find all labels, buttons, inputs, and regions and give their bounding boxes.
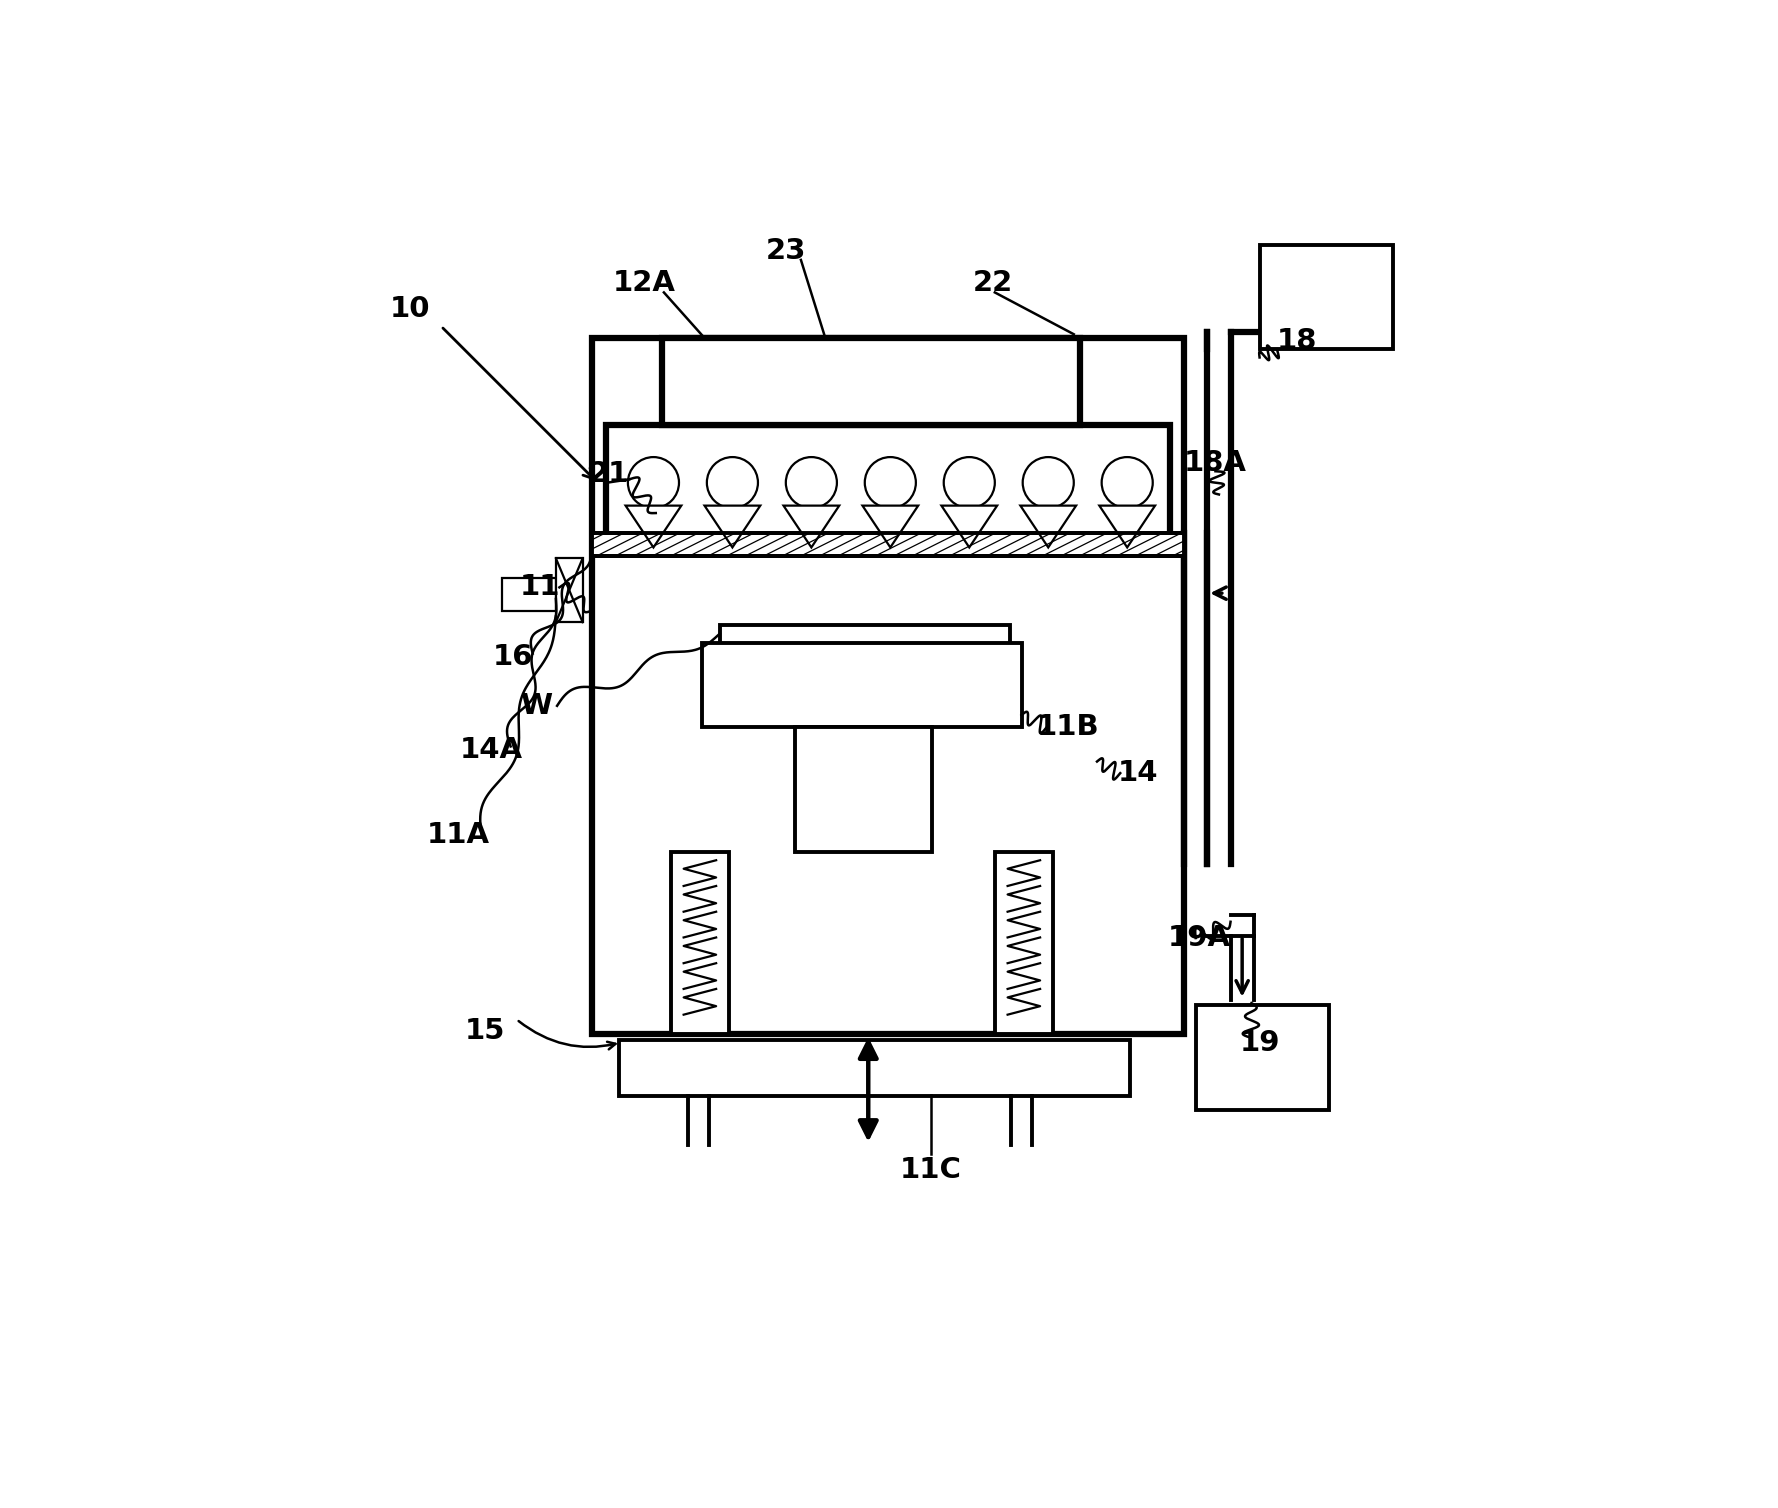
Circle shape — [1022, 457, 1074, 508]
Text: 18: 18 — [1277, 327, 1317, 356]
Circle shape — [944, 457, 996, 508]
Text: W: W — [521, 692, 553, 719]
Bar — [795, 727, 932, 852]
Polygon shape — [626, 505, 681, 547]
Circle shape — [864, 457, 916, 508]
Bar — [661, 338, 1079, 425]
Polygon shape — [784, 505, 839, 547]
Polygon shape — [704, 505, 761, 547]
Text: 11A: 11A — [427, 820, 491, 849]
Text: 19: 19 — [1239, 1028, 1280, 1057]
Text: 10: 10 — [389, 294, 430, 323]
Bar — [557, 558, 583, 623]
Bar — [1197, 1006, 1330, 1110]
Polygon shape — [1099, 505, 1156, 547]
Bar — [592, 338, 1184, 1034]
Text: 23: 23 — [766, 237, 805, 264]
Bar — [670, 852, 729, 1034]
Bar — [702, 642, 1022, 727]
Circle shape — [1102, 457, 1152, 508]
Text: 21: 21 — [589, 460, 629, 487]
Text: 12A: 12A — [613, 268, 676, 297]
Bar — [503, 578, 557, 611]
Text: 11B: 11B — [1037, 713, 1099, 740]
Text: 11: 11 — [519, 573, 560, 602]
Bar — [619, 1041, 1129, 1096]
Text: 14A: 14A — [459, 736, 523, 765]
Text: 22: 22 — [973, 268, 1013, 297]
Bar — [1259, 244, 1394, 350]
Bar — [996, 852, 1053, 1034]
Bar — [606, 425, 1170, 552]
Circle shape — [708, 457, 757, 508]
Polygon shape — [941, 505, 997, 547]
Bar — [720, 624, 1010, 645]
Text: 16: 16 — [493, 642, 533, 671]
Polygon shape — [1021, 505, 1076, 547]
Text: 15: 15 — [464, 1016, 505, 1045]
Text: 11C: 11C — [900, 1157, 962, 1184]
Bar — [592, 532, 1184, 556]
Circle shape — [628, 457, 679, 508]
Text: 14: 14 — [1117, 759, 1157, 787]
Text: 19A: 19A — [1168, 924, 1230, 952]
Text: 18A: 18A — [1184, 449, 1246, 477]
Circle shape — [786, 457, 837, 508]
Polygon shape — [862, 505, 917, 547]
